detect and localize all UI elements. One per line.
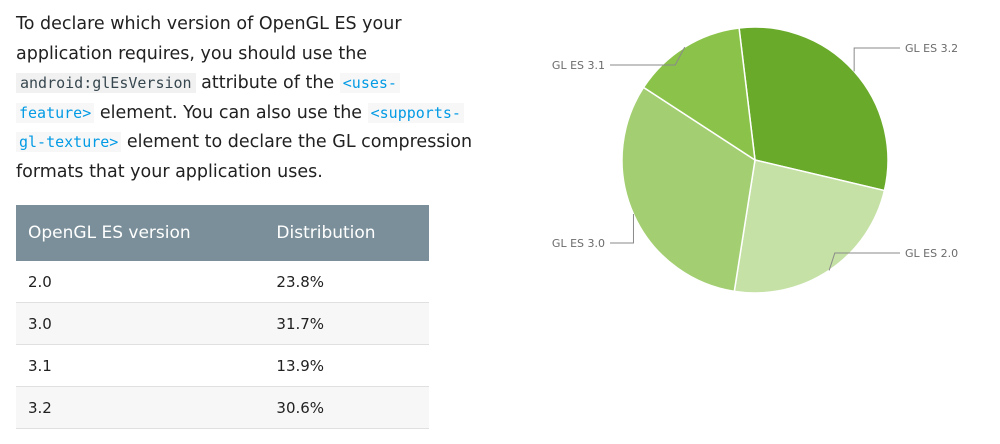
uses-feature-link[interactable]: <uses- [339,73,400,94]
table-row: 3.1 13.9% [16,344,429,387]
slice-leader-line [828,252,900,271]
description: To declare which version of OpenGL ES yo… [16,10,476,188]
pie-slice [738,26,889,192]
slice-label: GL ES 3.0 [552,237,605,250]
table-header-row: OpenGL ES version Distribution [16,205,429,261]
uses-feature-link-part1[interactable]: <uses- [342,74,397,93]
cell-distribution: 30.6% [266,386,429,429]
cell-distribution: 13.9% [266,344,429,387]
text-line-2: application requires, you should use the [16,43,368,64]
supports-gl-texture-link-cont[interactable]: gl-texture> [16,132,122,153]
slice-leader-line [853,47,900,72]
uses-feature-link-part2[interactable]: feature> [19,103,92,122]
table-row: 3.2 30.6% [16,386,429,429]
text-line-1: To declare which version of OpenGL ES yo… [16,14,402,34]
supports-gl-texture-link[interactable]: <supports- [367,102,464,123]
supports-link-part2[interactable]: gl-texture> [19,133,119,152]
supports-link-part1[interactable]: <supports- [370,103,461,122]
text-line-6: formats that your application uses. [16,161,323,182]
cell-distribution: 23.8% [266,261,429,303]
slice-leader-line [610,214,634,244]
slice-leader-line [610,46,686,66]
slice-label: GL ES 3.2 [905,42,958,55]
cell-version: 3.0 [16,302,267,345]
cell-version: 3.1 [16,344,267,387]
header-version: OpenGL ES version [16,205,267,261]
uses-feature-link-cont[interactable]: feature> [16,102,95,123]
header-distribution: Distribution [266,205,429,261]
slice-label: GL ES 2.0 [905,247,958,260]
text-line-5-end: element to declare the GL compression [121,132,473,153]
cell-version: 2.0 [16,261,267,303]
cell-version: 3.2 [16,386,267,429]
table-row: 3.0 31.7% [16,302,429,345]
text-line-3-mid: attribute of the [195,73,340,94]
slice-label: GL ES 3.1 [552,59,605,72]
cell-distribution: 31.7% [266,302,429,345]
distribution-table: OpenGL ES version Distribution 2.0 23.8%… [16,205,429,429]
text-line-4-mid: element. You can also use the [94,102,368,123]
table-row: 2.0 23.8% [16,261,429,303]
description-text: To declare which version of OpenGL ES yo… [16,10,476,188]
code-attribute: android:glEsVersion [16,73,196,94]
